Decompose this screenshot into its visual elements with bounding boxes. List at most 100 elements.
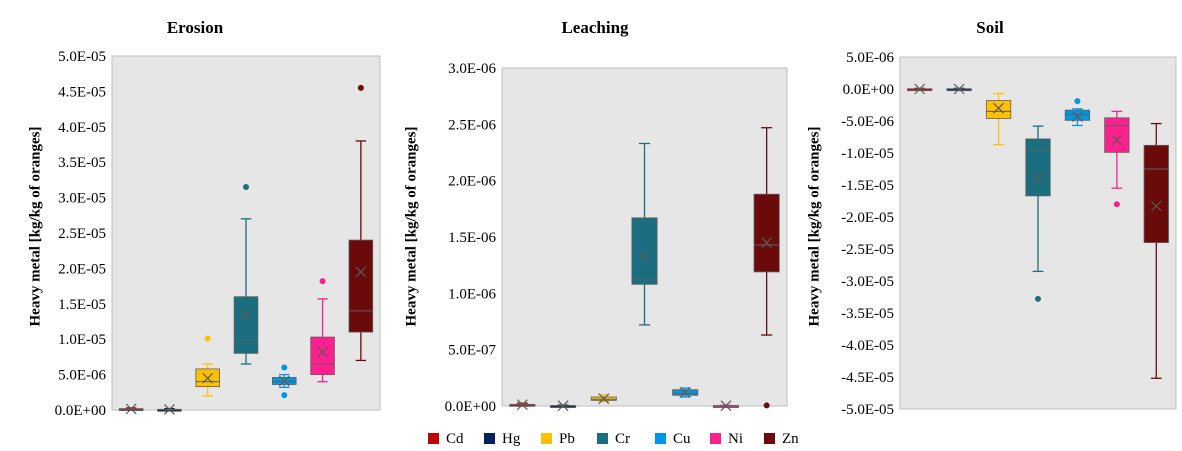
y-tick-label: -5.0E-06 [841, 114, 894, 130]
y-tick-label: 1.0E-05 [58, 332, 106, 348]
mean-marker [914, 83, 926, 95]
y-tick-label: 2.5E-05 [58, 226, 106, 242]
mean-marker [953, 83, 965, 95]
y-tick-label: -2.5E-05 [841, 242, 894, 258]
y-tick-label: -1.0E-05 [841, 146, 894, 162]
legend-label: Cu [673, 431, 691, 447]
outlier-point [204, 335, 211, 342]
box-ni [1104, 110, 1130, 208]
legend-item-zn: Zn [764, 430, 799, 448]
box-iqr [233, 296, 259, 354]
legend-item-cu: Cu [655, 430, 691, 448]
y-tick-label: 5.0E-05 [58, 49, 106, 65]
y-tick-label: -1.5E-05 [841, 178, 894, 194]
y-tick-label: 1.5E-05 [58, 297, 106, 313]
legend-item-cd: Cd [428, 430, 464, 448]
mean-marker [993, 102, 1004, 114]
legend-label: Ni [728, 431, 743, 447]
mean-marker [1032, 173, 1044, 185]
box-pb [590, 393, 617, 405]
mean-marker [125, 403, 137, 415]
box-plot-leaching: 0.0E+00 5.0E-07 1.0E-06 1.5E-06 2.0E-06 2.5E-… [445, 61, 788, 415]
box-iqr [1064, 109, 1091, 121]
mean-marker [278, 375, 290, 387]
outlier-point [357, 84, 364, 91]
outlier-point [281, 364, 288, 371]
box-iqr [631, 217, 658, 285]
outlier-point [281, 392, 288, 399]
chart-title: Erosion [166, 18, 224, 37]
y-tick-label: 1.5E-06 [448, 230, 496, 246]
mean-marker [761, 237, 773, 249]
outlier-point [1113, 201, 1120, 208]
box-cu [272, 364, 297, 399]
box-plot-soil: 5.0E-06 0.0E+00 -5.0E-06 -1.0E-05 -1.5E-05 -2… [841, 50, 1177, 418]
y-tick-label: 5.0E-07 [448, 343, 496, 359]
box-cu [1064, 98, 1091, 127]
mean-marker [679, 387, 691, 398]
box-ni [712, 400, 739, 412]
box-pb [195, 335, 220, 397]
box-hg [157, 404, 182, 415]
mean-marker [516, 399, 528, 411]
outlier-point [319, 278, 326, 285]
y-tick-label: -4.5E-05 [841, 370, 894, 386]
legend-label: Hg [502, 431, 521, 447]
chart-title: Leaching [561, 18, 629, 37]
legend-label: Zn [782, 431, 799, 447]
y-tick-label: 5.0E-06 [846, 50, 894, 66]
mean-marker [720, 400, 732, 412]
box-iqr [1104, 117, 1130, 153]
mean-marker [598, 393, 610, 405]
y-tick-label: 0.0E+00 [445, 399, 496, 415]
outlier-point [763, 402, 770, 409]
box-iqr [310, 336, 335, 375]
box-iqr [1143, 144, 1169, 244]
box-zn [348, 84, 374, 362]
legend-item-cr: Cr [597, 430, 630, 448]
y-tick-label: 0.0E+00 [55, 403, 106, 419]
legend-swatch [655, 433, 666, 444]
legend-item-hg: Hg [484, 430, 520, 448]
mean-marker [317, 346, 328, 358]
y-tick-label: 2.0E-06 [448, 174, 496, 190]
y-tick-label: -3.5E-05 [841, 306, 894, 322]
mean-marker [164, 404, 175, 415]
chart-title: Soil [976, 18, 1004, 37]
legend-swatch [428, 433, 439, 444]
legend-label: Cd [446, 431, 464, 447]
y-tick-label: -5.0E-05 [841, 402, 894, 418]
y-tick-label: 3.0E-05 [58, 191, 106, 207]
y-tick-label: 4.0E-05 [58, 120, 106, 136]
box-cd [907, 83, 933, 95]
box-cr [233, 183, 259, 365]
chart-panel-leaching: Leaching Heavy metal [kg/kg of oranges] … [400, 0, 790, 424]
outlier-point [243, 183, 249, 190]
legend-swatch [764, 433, 775, 444]
box-cr [631, 142, 658, 326]
y-tick-label: 1.0E-06 [448, 286, 496, 302]
legend-swatch [710, 433, 721, 444]
chart-panel-erosion: Erosion Heavy metal [kg/kg of oranges] 0… [8, 0, 382, 424]
box-iqr [753, 193, 780, 273]
mean-marker [639, 250, 650, 262]
box-plot-erosion: 0.0E+00 5.0E-06 1.0E-05 1.5E-05 2.0E-05 2.5E-… [55, 49, 381, 419]
mean-marker [202, 372, 214, 384]
box-cr [1025, 125, 1051, 302]
legend-swatch [484, 433, 495, 444]
y-tick-label: -3.0E-05 [841, 274, 894, 290]
y-tick-label: 5.0E-06 [58, 368, 106, 384]
box-ni [310, 278, 335, 383]
box-zn [753, 127, 780, 409]
box-cd [118, 403, 144, 415]
box-cu [672, 387, 699, 398]
chart-legend: Cd Hg Pb Cr Cu Ni Zn [0, 430, 1182, 450]
mean-marker [1111, 134, 1123, 146]
box-zn [1143, 122, 1169, 379]
legend-item-pb: Pb [541, 430, 575, 448]
box-hg [946, 83, 972, 95]
legend-swatch [541, 433, 552, 444]
y-tick-label: 0.0E+00 [843, 82, 894, 98]
chart-panel-soil: Soil Heavy metal [kg/kg of oranges] 5.0E… [800, 0, 1180, 424]
mean-marker [1150, 200, 1162, 212]
